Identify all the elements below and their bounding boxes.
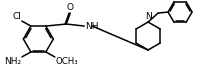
Text: NH₂: NH₂	[4, 57, 21, 66]
Text: Cl: Cl	[12, 12, 21, 21]
Text: N: N	[145, 12, 151, 21]
Text: O: O	[67, 3, 74, 12]
Text: OCH₃: OCH₃	[55, 57, 78, 66]
Text: NH: NH	[85, 22, 99, 31]
